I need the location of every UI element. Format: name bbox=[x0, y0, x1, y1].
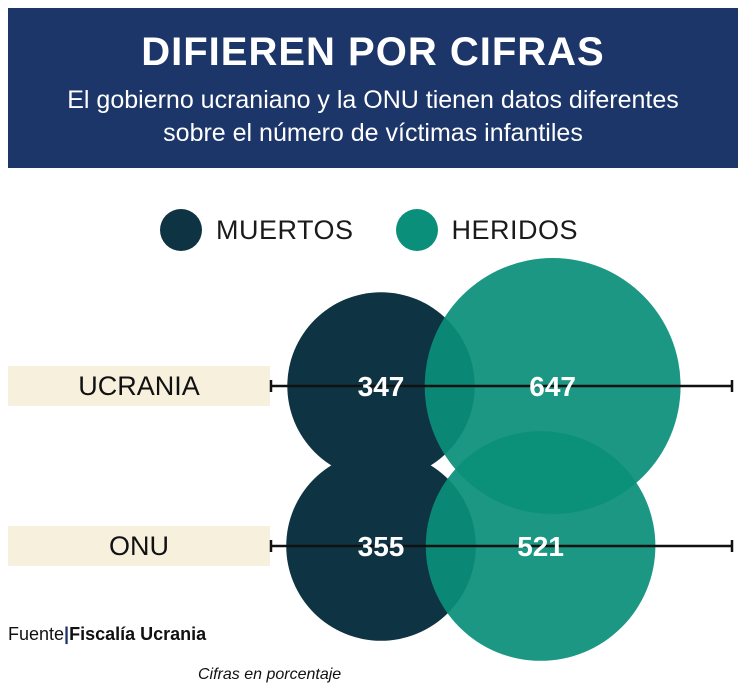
value-label-heridos-ucrania: 647 bbox=[529, 371, 576, 402]
header-banner: DIFIEREN POR CIFRAS El gobierno ucranian… bbox=[8, 8, 738, 168]
legend: MUERTOS HERIDOS bbox=[160, 209, 620, 251]
subtitle-line-2: sobre el número de víctimas infantiles bbox=[163, 119, 583, 147]
legend-swatch-heridos bbox=[395, 209, 438, 251]
legend-label-heridos: HERIDOS bbox=[451, 214, 579, 245]
source-name: Fiscalía Ucrania bbox=[69, 624, 207, 644]
source-separator: | bbox=[64, 624, 70, 644]
legend-item-heridos: HERIDOS bbox=[395, 209, 579, 251]
page-subtitle: El gobierno ucraniano y la ONU tienen da… bbox=[28, 84, 718, 150]
row-label-onu: ONU bbox=[8, 526, 270, 566]
footnote: Cifras en porcentaje bbox=[198, 666, 342, 683]
source-label: Fuente bbox=[8, 624, 65, 644]
row-label-ucrania: UCRANIA bbox=[8, 366, 270, 406]
value-label-muertos-ucrania: 347 bbox=[358, 371, 405, 402]
legend-swatch-muertos bbox=[160, 209, 202, 251]
legend-item-muertos: MUERTOS bbox=[160, 209, 354, 251]
value-label-heridos-onu: 521 bbox=[517, 531, 564, 562]
legend-label-muertos: MUERTOS bbox=[216, 214, 354, 245]
source: Fuente|Fiscalía Ucrania bbox=[8, 624, 206, 645]
value-label-muertos-onu: 355 bbox=[358, 531, 405, 562]
subtitle-line-1: El gobierno ucraniano y la ONU tienen da… bbox=[67, 86, 679, 114]
page-title: DIFIEREN POR CIFRAS bbox=[141, 30, 605, 74]
